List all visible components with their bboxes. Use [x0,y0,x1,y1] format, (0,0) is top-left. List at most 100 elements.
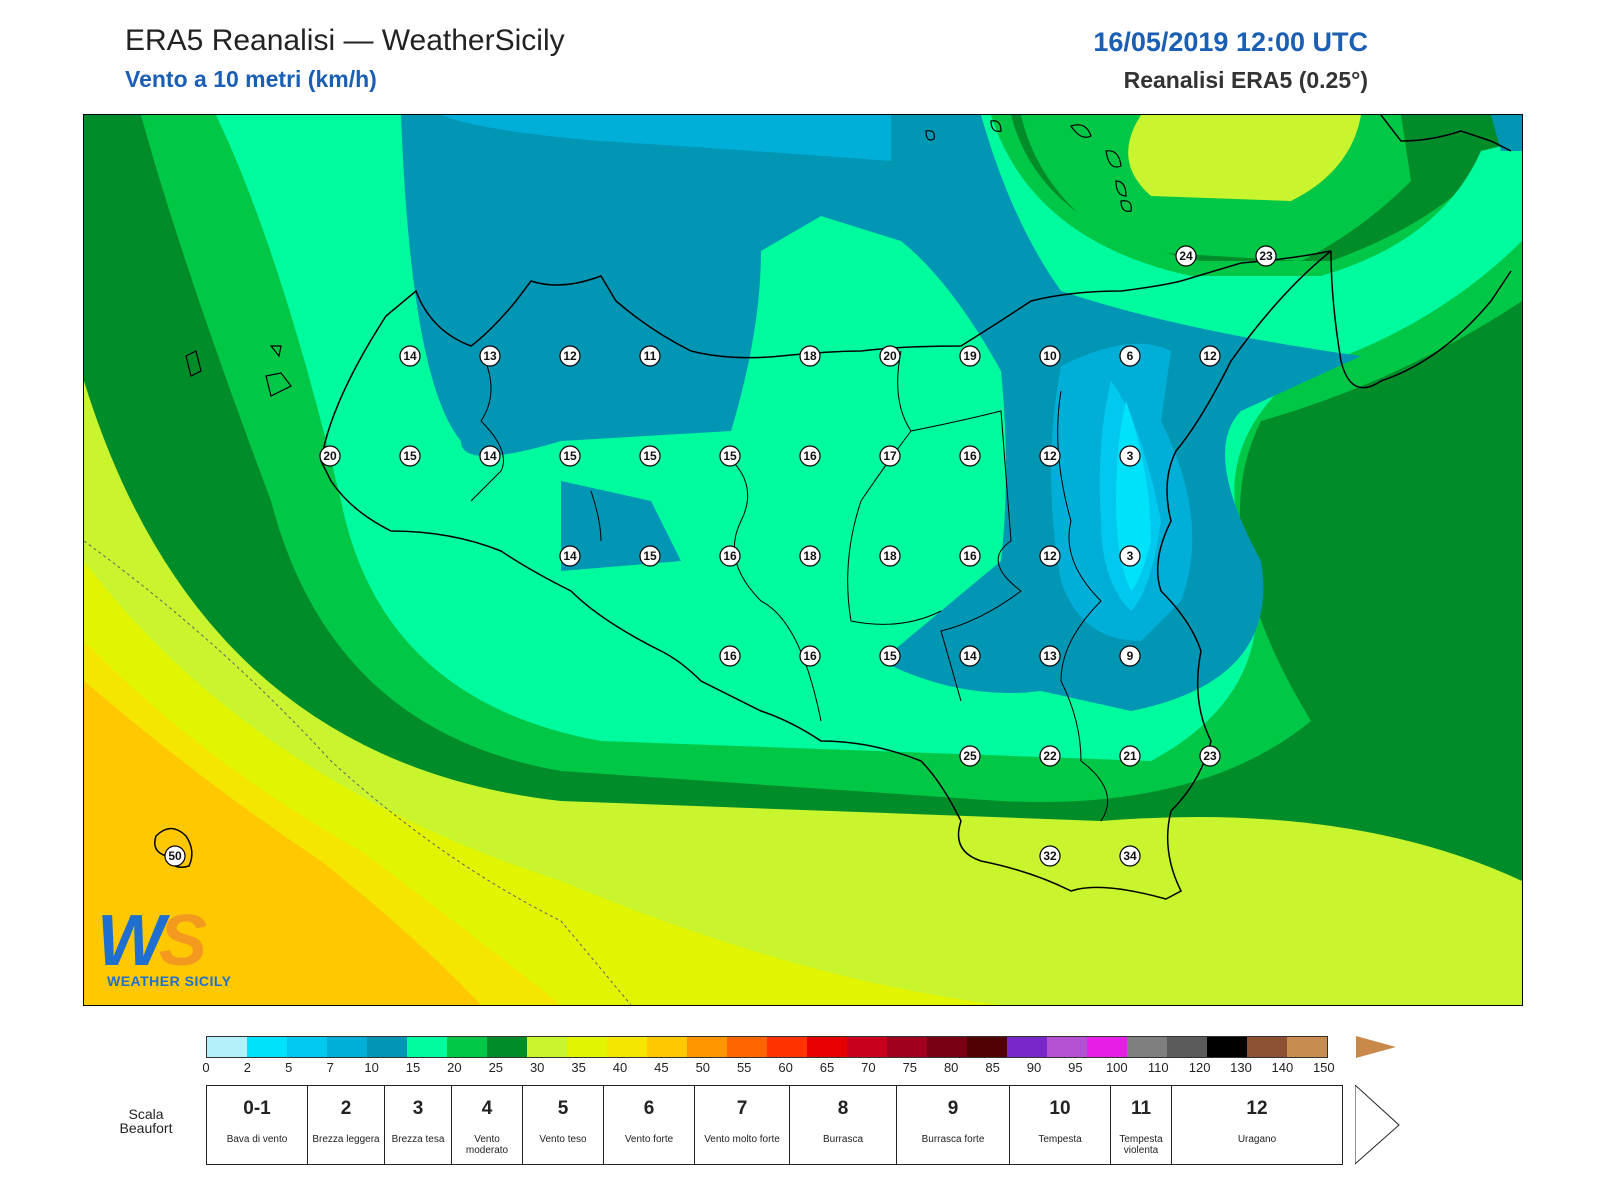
wind-station-marker: 12 [1199,345,1221,367]
colorbar-extend-arrow [1356,1036,1396,1058]
wind-station-value: 24 [1179,249,1193,263]
wind-station-value: 20 [323,449,337,463]
beaufort-cell: 3 Brezza tesa [385,1086,452,1164]
wind-station-marker: 3 [1119,445,1141,467]
wind-station-marker: 16 [719,545,741,567]
colorbar-tick-label: 120 [1188,1060,1211,1075]
wind-station-value: 12 [1043,549,1057,563]
map-subtitle: Vento a 10 metri (km/h) [125,66,377,92]
colorbar-swatch [447,1037,487,1057]
beaufort-force: 10 [1049,1098,1071,1119]
colorbar-swatch [207,1037,247,1057]
wind-station-value: 23 [1203,749,1217,763]
map-title: ERA5 Reanalisi — WeatherSicily [125,24,565,57]
beaufort-description: Burrasca [822,1134,863,1145]
colorbar-swatch [847,1037,887,1057]
wind-station-marker: 23 [1199,745,1221,767]
beaufort-cell: 8 Burrasca [790,1086,897,1164]
colorbar-tick-label: 95 [1068,1060,1083,1075]
wind-station-marker: 14 [479,445,501,467]
beaufort-description: Vento forte [624,1134,674,1145]
colorbar-swatch [367,1037,407,1057]
wind-speed-colorbar [206,1036,1328,1058]
colorbar-tick-label: 130 [1230,1060,1252,1075]
wind-map: 24 23 14 13 12 11 18 20 19 10 6 12 20 15 14 15 15 15 16 17 1… [83,114,1523,1006]
wind-station-value: 16 [963,449,977,463]
colorbar-tick-label: 7 [326,1060,334,1075]
colorbar-tick-label: 35 [571,1060,586,1075]
wind-station-marker: 15 [719,445,741,467]
wind-station-value: 14 [563,549,577,563]
beaufort-description: Tempesta violenta [1119,1134,1163,1156]
band-n-30 [1128,115,1361,201]
colorbar-tick-label: 140 [1271,1060,1294,1075]
wind-station-value: 15 [643,549,657,563]
wind-station-marker: 14 [559,545,581,567]
colorbar-tick-label: 110 [1147,1060,1169,1075]
wind-station-marker: 50 [164,845,186,867]
beaufort-cell: 7 Vento molto forte [695,1086,790,1164]
beaufort-cell: 10 Tempesta [1010,1086,1111,1164]
colorbar-tick-label: 30 [529,1060,545,1075]
colorbar-tick-label: 70 [861,1060,876,1075]
colorbar-swatch [247,1037,287,1057]
wind-station-value: 15 [883,649,897,663]
colorbar-tick-label: 80 [943,1060,959,1075]
wind-station-value: 16 [723,549,737,563]
wind-station-marker: 13 [479,345,501,367]
wind-station-value: 6 [1127,349,1134,363]
beaufort-description: Burrasca forte [921,1134,985,1145]
colorbar-tick-label: 65 [819,1060,835,1075]
wind-station-value: 16 [803,649,817,663]
wind-station-marker: 24 [1175,245,1197,267]
wind-station-value: 25 [963,749,977,763]
colorbar-tick-label: 60 [778,1060,793,1075]
beaufort-force: 2 [340,1098,352,1119]
wind-station-marker: 34 [1119,845,1141,867]
beaufort-description: Vento molto forte [704,1134,780,1145]
colorbar-tick-label: 5 [285,1060,293,1075]
colorbar-swatch [527,1037,567,1057]
colorbar-swatch [1047,1037,1087,1057]
wind-station-marker: 20 [879,345,901,367]
wind-station-marker: 17 [879,445,901,467]
beaufort-cell: 4 Vento moderato [452,1086,523,1164]
beaufort-cell: 12 Uragano [1172,1086,1343,1164]
colorbar-tick-label: 0 [202,1060,210,1075]
logo-mark-s: S [158,901,207,981]
wind-station-value: 10 [1043,349,1057,363]
beaufort-force: 3 [412,1098,424,1119]
wind-station-marker: 16 [799,445,821,467]
province-borders [470,350,1109,822]
colorbar-swatch [1087,1037,1127,1057]
logo-mark-w: W [97,901,165,981]
wind-station-marker: 15 [879,645,901,667]
colorbar-swatch [287,1037,327,1057]
colorbar-swatch [327,1037,367,1057]
wind-station-marker: 15 [559,445,581,467]
colorbar-tick-label: 85 [985,1060,1000,1075]
wind-station-marker: 12 [1039,445,1061,467]
colorbar-swatch [687,1037,727,1057]
beaufort-description: Brezza tesa [391,1134,445,1145]
wind-station-marker: 11 [639,345,661,367]
colorbar-swatch [727,1037,767,1057]
wind-station-value: 16 [723,649,737,663]
wind-station-value: 21 [1123,749,1137,763]
wind-station-value: 11 [644,349,657,363]
wind-station-value: 18 [803,349,817,363]
wind-station-value: 13 [1043,649,1057,663]
wind-station-value: 20 [883,349,897,363]
beaufort-scale-label: Scala Beaufort [119,1106,173,1136]
beaufort-force: 6 [643,1098,655,1119]
colorbar-swatch [967,1037,1007,1057]
wind-station-value: 12 [1043,449,1057,463]
wind-station-marker: 18 [799,545,821,567]
beaufort-description: Vento teso [539,1134,587,1145]
wind-station-marker: 18 [879,545,901,567]
wind-station-value: 22 [1043,749,1057,763]
wind-field: 24 23 14 13 12 11 18 20 19 10 6 12 20 15 14 15 15 15 16 17 1… [84,115,1522,1005]
colorbar-tick-label: 150 [1312,1060,1335,1075]
colorbar-tick-label: 40 [612,1060,628,1075]
colorbar-tick-label: 20 [447,1060,462,1075]
